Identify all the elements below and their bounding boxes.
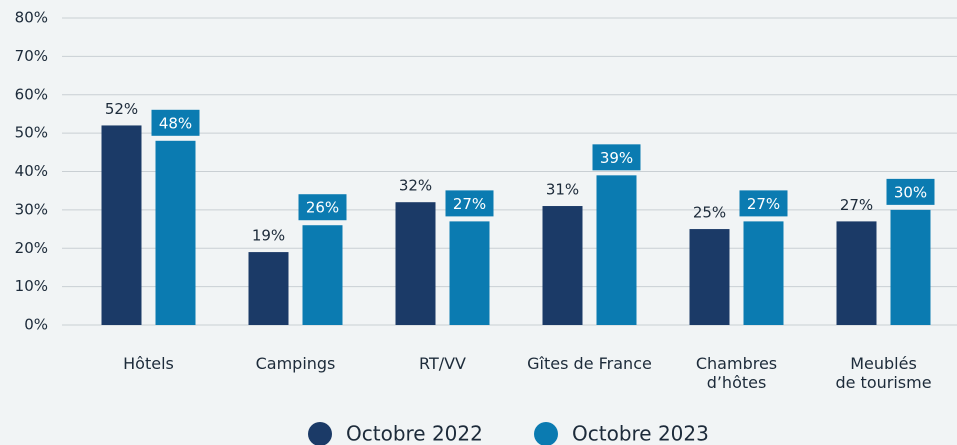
- x-tick-label: Meublés de tourisme: [835, 354, 932, 392]
- data-label-box: [298, 194, 347, 221]
- data-label: 30%: [894, 183, 927, 201]
- data-label-box: [445, 190, 494, 217]
- bar: [596, 175, 637, 325]
- x-tick-label: Gîtes de France: [527, 354, 652, 373]
- legend-marker: [534, 422, 558, 445]
- data-label: 25%: [693, 204, 726, 222]
- bar: [890, 209, 931, 325]
- y-tick-label: 60%: [15, 85, 48, 103]
- y-tick-label: 80%: [15, 9, 48, 27]
- y-tick-label: 40%: [15, 162, 48, 180]
- data-label: 26%: [306, 199, 339, 217]
- data-label-box: [739, 190, 788, 217]
- bar: [302, 225, 343, 325]
- data-label-box: [592, 144, 641, 171]
- x-tick-label: RT/VV: [418, 354, 466, 373]
- data-label: 32%: [399, 177, 432, 195]
- bar: [248, 252, 289, 325]
- x-tick-label: Chambres d’hôtes: [695, 354, 778, 392]
- bar: [395, 202, 436, 325]
- y-tick-label: 10%: [15, 277, 48, 295]
- bar: [449, 221, 490, 325]
- y-tick-label: 20%: [15, 239, 48, 257]
- bar: [101, 125, 142, 325]
- bar: [743, 221, 784, 325]
- bar: [155, 140, 196, 325]
- data-label: 19%: [252, 227, 285, 245]
- y-tick-label: 70%: [15, 47, 48, 65]
- data-label: 31%: [546, 181, 579, 199]
- data-label-box: [886, 178, 935, 205]
- y-tick-label: 30%: [15, 200, 48, 218]
- legend-label: Octobre 2022: [346, 422, 483, 445]
- legend-label: Octobre 2023: [572, 422, 709, 445]
- data-label: 27%: [840, 196, 873, 214]
- data-label: 52%: [105, 100, 138, 118]
- y-tick-label: 50%: [15, 124, 48, 142]
- bar: [689, 229, 730, 325]
- legend-marker: [308, 422, 332, 445]
- data-label: 27%: [453, 195, 486, 213]
- data-label-box: [151, 109, 200, 136]
- bar: [542, 206, 583, 325]
- data-label: 48%: [159, 114, 192, 132]
- bar: [836, 221, 877, 325]
- data-label: 39%: [600, 149, 633, 167]
- x-tick-label: Campings: [255, 354, 336, 373]
- y-tick-label: 0%: [24, 316, 48, 334]
- x-tick-label: Hôtels: [123, 354, 174, 373]
- data-label: 27%: [747, 195, 780, 213]
